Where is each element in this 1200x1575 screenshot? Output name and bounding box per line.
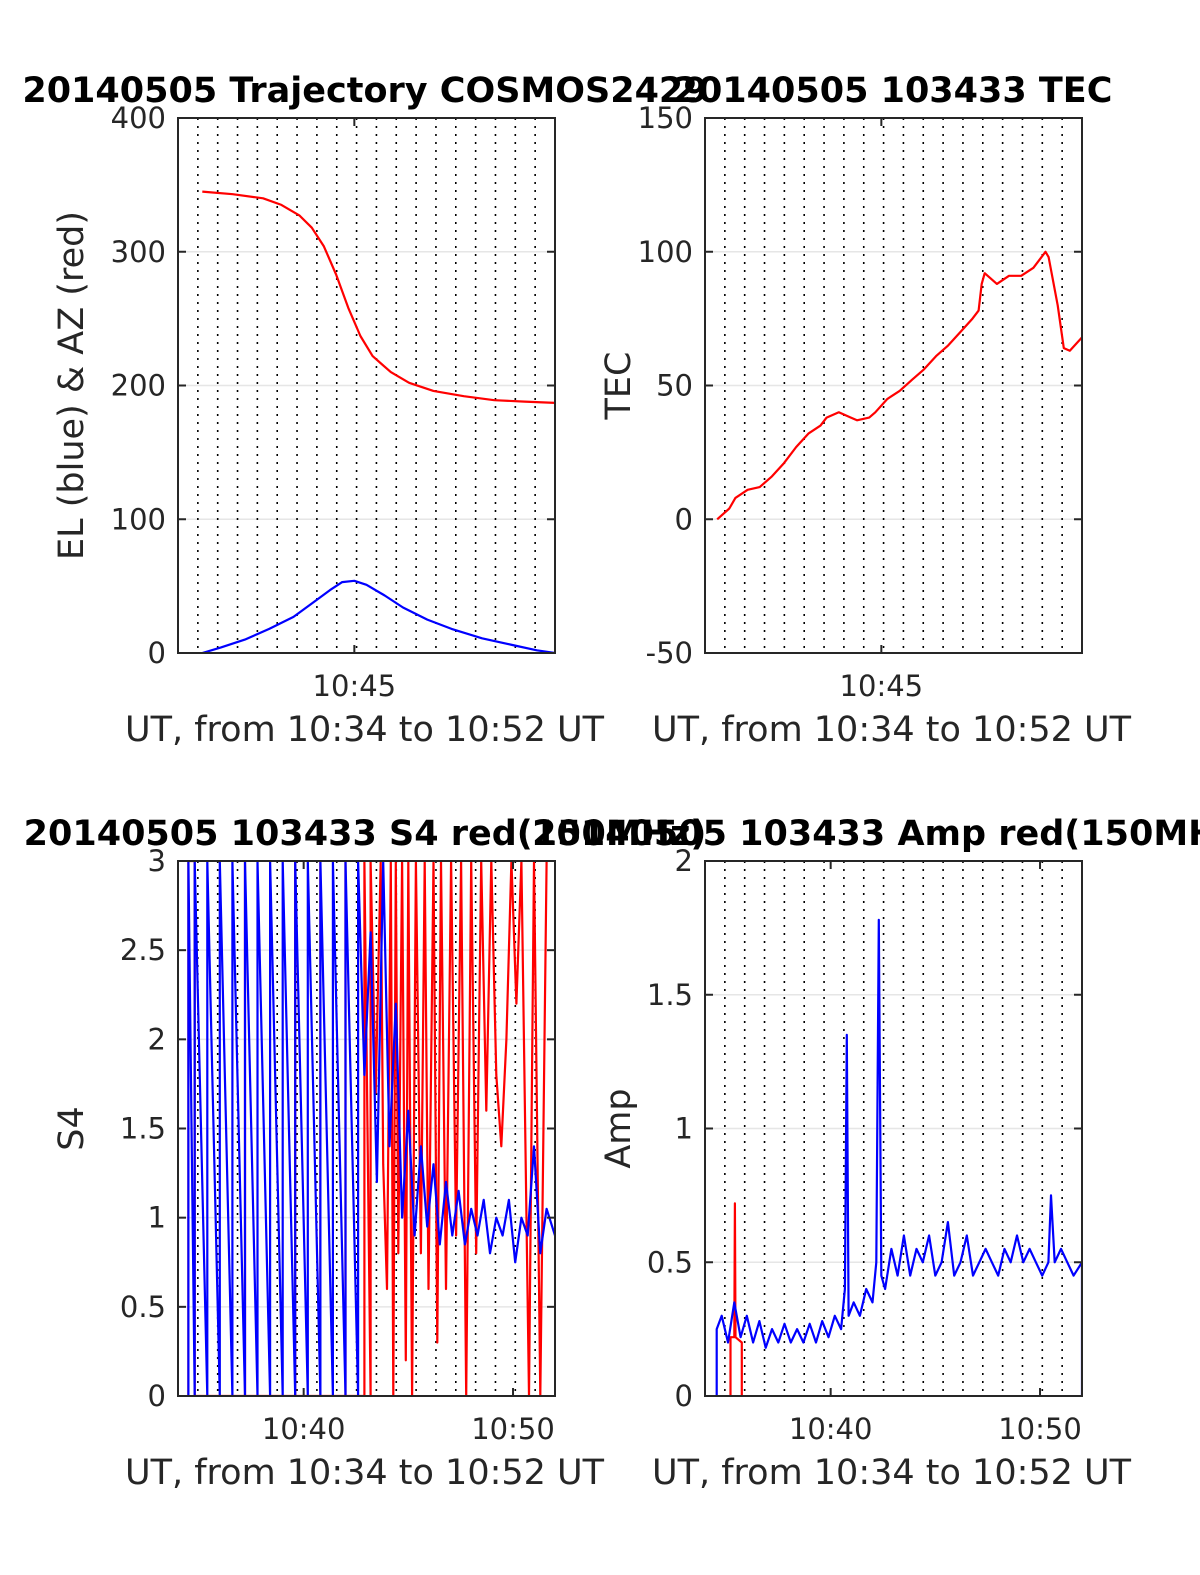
- y-tick-label: 0.5: [120, 1290, 166, 1324]
- x-tick-label: 10:45: [313, 669, 397, 703]
- y-tick-label: 0.5: [647, 1245, 693, 1279]
- y-tick-label: 150: [638, 101, 693, 135]
- x-axis-label: UT, from 10:34 to 10:52 UT: [125, 1453, 605, 1493]
- y-tick-label: 2: [675, 844, 693, 878]
- panel-amp: 0 0.5 1 1.5 2 10:40 10:50 UT, from 10:34 to 10:…: [532, 814, 1200, 1493]
- y-tick-label: 400: [111, 101, 166, 135]
- x-tick-label: 10:40: [789, 1412, 873, 1446]
- y-tick-label: 2.5: [120, 933, 166, 967]
- series-line-red: [716, 250, 1082, 521]
- panel-tec: -50 0 50 100 150 10:45 UT, from 10:34 to 10:52…: [599, 71, 1132, 750]
- series-line-red: [187, 861, 548, 1396]
- panel-s4: 0 0.5 1 1.5 2 2.5 3 10:40 10:50 UT, from 10:34 to…: [24, 814, 707, 1493]
- x-tick-label: 10:45: [840, 669, 924, 703]
- x-axis-label: UT, from 10:34 to 10:52 UT: [652, 1453, 1132, 1493]
- y-tick-label: 1: [148, 1201, 166, 1235]
- x-tick-label: 10:40: [262, 1412, 346, 1446]
- x-tick-label: 10:50: [471, 1412, 555, 1446]
- series-line-blue: [187, 861, 555, 1396]
- y-axis-label: S4: [52, 1106, 92, 1151]
- y-tick-label: 0: [675, 1379, 693, 1413]
- x-axis-label: UT, from 10:34 to 10:52 UT: [652, 710, 1132, 750]
- y-tick-label: 1.5: [647, 978, 693, 1012]
- panel-trajectory: 0 100 200 300 400 10:45 UT, from 10:34 to 10:5…: [22, 71, 707, 750]
- chart-title: 20140505 103433 Amp red(150MHz): [532, 814, 1200, 854]
- y-tick-label: 100: [111, 502, 166, 536]
- y-tick-label: -50: [646, 636, 693, 670]
- y-axis-label: TEC: [599, 352, 639, 421]
- y-tick-label: 1.5: [120, 1112, 166, 1146]
- x-tick-label: 10:50: [998, 1412, 1082, 1446]
- chart-title: 20140505 103433 S4 red(150MHz): [24, 814, 707, 854]
- y-tick-label: 2: [148, 1022, 166, 1056]
- y-axis-label: Amp: [599, 1088, 639, 1168]
- series-line-blue: [201, 579, 555, 653]
- y-tick-label: 3: [148, 844, 166, 878]
- y-tick-label: 300: [111, 235, 166, 269]
- y-tick-label: 200: [111, 369, 166, 403]
- chart-title: 20140505 103433 TEC: [674, 71, 1113, 111]
- x-axis-label: UT, from 10:34 to 10:52 UT: [125, 710, 605, 750]
- y-tick-label: 0: [675, 502, 693, 536]
- chart-title: 20140505 Trajectory COSMOS2429: [22, 71, 707, 111]
- series-line-red: [729, 1202, 743, 1396]
- series-line-red: [202, 190, 555, 404]
- y-tick-label: 0: [148, 1379, 166, 1413]
- series-line-blue: [715, 918, 1082, 1396]
- y-tick-label: 100: [638, 235, 693, 269]
- y-tick-label: 50: [656, 369, 693, 403]
- y-tick-label: 1: [675, 1112, 693, 1146]
- y-axis-label: EL (blue) & AZ (red): [52, 211, 92, 560]
- y-tick-label: 0: [148, 636, 166, 670]
